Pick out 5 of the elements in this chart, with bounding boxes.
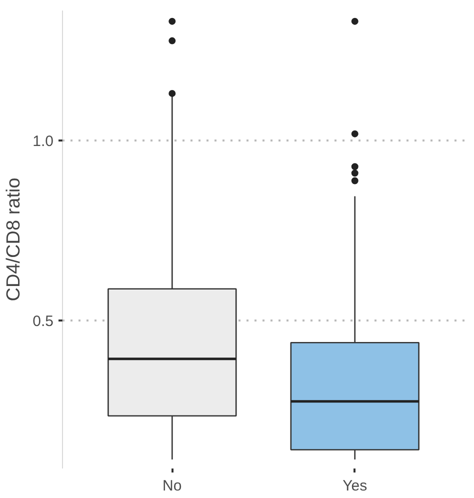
x-tick-label: No bbox=[162, 478, 182, 494]
y-tick-label: 1.0 bbox=[32, 132, 54, 150]
y-tick-label: 0.5 bbox=[32, 313, 54, 330]
y-axis-title: CD4/CD8 ratio bbox=[4, 178, 25, 302]
x-tick-label: Yes bbox=[342, 478, 368, 494]
